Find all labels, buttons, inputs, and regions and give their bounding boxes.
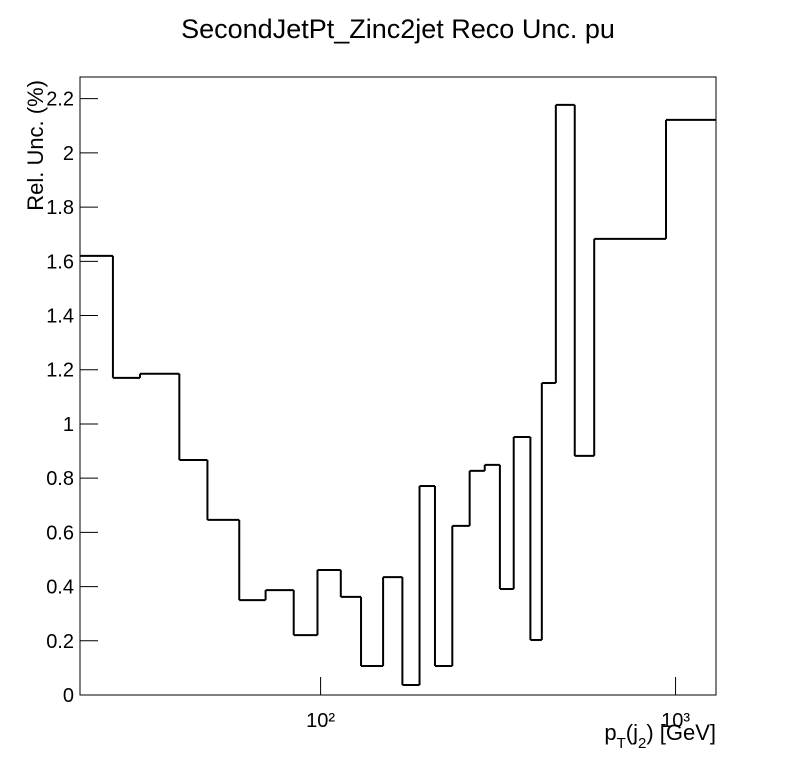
y-tick-label: 0.2: [46, 631, 74, 653]
x-label-part: p: [604, 720, 616, 745]
y-tick-label: 1.6: [46, 251, 74, 273]
x-tick-label: 10³: [661, 710, 690, 732]
y-tick-label: 0.4: [46, 577, 74, 599]
x-label-part: ) [GeV]: [646, 720, 716, 745]
x-axis-label: pT(j2) [GeV]: [604, 720, 716, 752]
y-tick-label: 2: [63, 143, 74, 165]
y-tick-label: 0: [63, 685, 74, 707]
y-tick-label: 0.8: [46, 468, 74, 490]
x-label-sub: T: [617, 735, 626, 752]
y-axis-label: Rel. Unc. (%): [23, 80, 48, 211]
y-tick-label: 2.2: [46, 89, 74, 111]
x-label-sub: 2: [638, 735, 646, 752]
y-tick-label: 1: [63, 414, 74, 436]
plot-frame: [79, 76, 717, 696]
x-tick-label: 10²: [306, 710, 335, 732]
y-tick-label: 1.2: [46, 360, 74, 382]
x-label-part: (j: [626, 720, 638, 745]
chart-title: SecondJetPt_Zinc2jet Reco Unc. pu: [181, 14, 615, 44]
y-tick-label: 0.6: [46, 522, 74, 544]
y-tick-label: 1.4: [46, 306, 74, 328]
y-tick-label: 1.8: [46, 197, 74, 219]
